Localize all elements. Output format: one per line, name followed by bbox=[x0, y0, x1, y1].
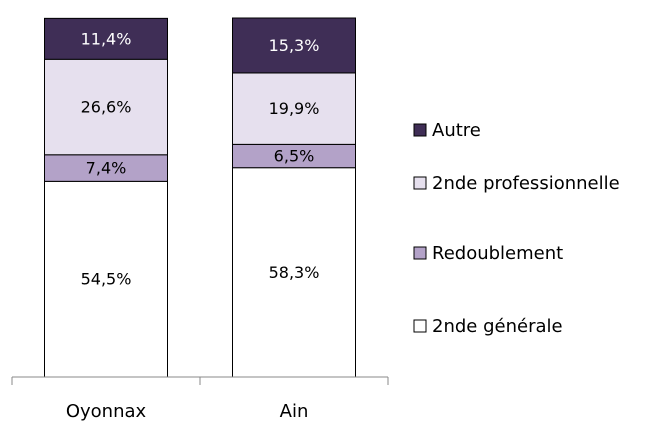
bar-segment bbox=[44, 17, 168, 60]
data-label: 11,4% bbox=[81, 29, 132, 48]
data-label: 19,9% bbox=[269, 99, 320, 118]
data-label: 58,3% bbox=[269, 263, 320, 282]
data-label: 26,6% bbox=[81, 98, 132, 117]
data-label: 6,5% bbox=[274, 147, 315, 166]
legend-label: Autre bbox=[432, 120, 481, 141]
legend-label: 2nde générale bbox=[432, 316, 563, 337]
bar-segment bbox=[44, 180, 168, 378]
data-label: 15,3% bbox=[269, 36, 320, 55]
legend-label: 2nde professionnelle bbox=[432, 173, 620, 194]
legend-swatch bbox=[413, 123, 427, 137]
legend-label: Redoublement bbox=[432, 243, 563, 264]
data-label: 54,5% bbox=[81, 270, 132, 289]
bar-segment bbox=[44, 154, 168, 182]
bar-segment bbox=[232, 167, 356, 378]
legend-swatch bbox=[413, 246, 427, 260]
x-tick-label: Oyonnax bbox=[66, 401, 147, 422]
x-tick-label: Ain bbox=[280, 401, 309, 422]
data-label: 7,4% bbox=[86, 159, 127, 178]
legend-swatch bbox=[413, 176, 427, 190]
legend-swatch bbox=[413, 319, 427, 333]
bar-segment bbox=[232, 17, 356, 74]
bar-segment bbox=[232, 72, 356, 145]
